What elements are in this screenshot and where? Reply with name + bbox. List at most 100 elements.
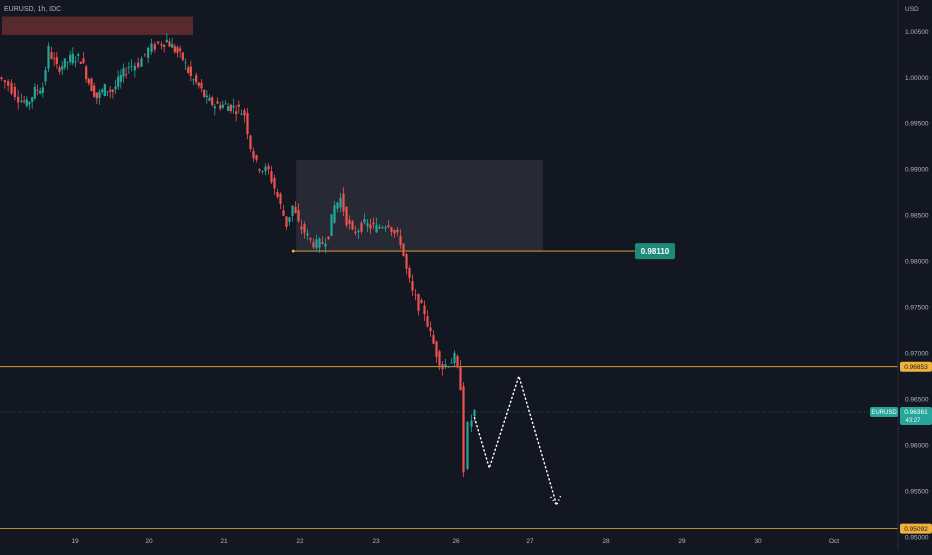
candle[interactable] bbox=[414, 289, 417, 301]
candle[interactable] bbox=[405, 252, 408, 275]
candle[interactable] bbox=[153, 41, 156, 53]
candle[interactable] bbox=[197, 81, 200, 89]
candle[interactable] bbox=[79, 61, 82, 65]
candle[interactable] bbox=[315, 234, 318, 251]
candle[interactable] bbox=[173, 43, 176, 54]
candle[interactable] bbox=[33, 83, 36, 101]
candle[interactable] bbox=[282, 204, 285, 217]
candle[interactable] bbox=[387, 220, 390, 229]
candle[interactable] bbox=[402, 243, 405, 257]
candle[interactable] bbox=[372, 217, 375, 229]
candle[interactable] bbox=[333, 200, 336, 224]
candle[interactable] bbox=[23, 95, 26, 104]
candle[interactable] bbox=[165, 33, 168, 43]
candle[interactable] bbox=[276, 188, 279, 199]
candle[interactable] bbox=[447, 365, 450, 369]
candle[interactable] bbox=[327, 236, 330, 241]
candle[interactable] bbox=[50, 46, 53, 60]
candle[interactable] bbox=[279, 192, 282, 210]
candle[interactable] bbox=[41, 82, 44, 98]
candle[interactable] bbox=[444, 358, 447, 369]
candle[interactable] bbox=[69, 50, 72, 66]
candle[interactable] bbox=[441, 361, 444, 376]
candle[interactable] bbox=[125, 67, 128, 79]
candle[interactable] bbox=[101, 87, 104, 95]
candle[interactable] bbox=[87, 77, 90, 86]
symbol-price-tag[interactable]: EURUSD bbox=[870, 406, 898, 417]
candle[interactable] bbox=[408, 265, 411, 283]
candle[interactable] bbox=[324, 238, 327, 254]
candle[interactable] bbox=[63, 58, 66, 71]
candle[interactable] bbox=[224, 100, 227, 105]
candle[interactable] bbox=[237, 100, 240, 114]
candle[interactable] bbox=[438, 349, 441, 371]
candle[interactable] bbox=[28, 100, 31, 111]
candle[interactable] bbox=[420, 298, 423, 304]
candle[interactable] bbox=[270, 165, 273, 184]
candle[interactable] bbox=[258, 168, 261, 174]
candle[interactable] bbox=[137, 57, 140, 69]
candle[interactable] bbox=[432, 330, 435, 345]
candle[interactable] bbox=[291, 205, 294, 222]
candle[interactable] bbox=[143, 53, 146, 57]
candle[interactable] bbox=[140, 56, 143, 67]
candle[interactable] bbox=[399, 229, 402, 249]
candle[interactable] bbox=[39, 87, 42, 95]
candle[interactable] bbox=[273, 174, 276, 195]
candle[interactable] bbox=[321, 236, 324, 245]
candle[interactable] bbox=[189, 60, 192, 82]
candle[interactable] bbox=[336, 201, 339, 213]
candle[interactable] bbox=[390, 226, 393, 237]
candle[interactable] bbox=[240, 109, 243, 116]
candle[interactable] bbox=[366, 218, 369, 233]
candle[interactable] bbox=[255, 154, 258, 163]
candle[interactable] bbox=[227, 102, 230, 112]
candle[interactable] bbox=[450, 358, 453, 364]
candle[interactable] bbox=[119, 69, 122, 89]
candle[interactable] bbox=[393, 229, 396, 238]
candle[interactable] bbox=[36, 84, 39, 96]
candle[interactable] bbox=[357, 228, 360, 239]
candle[interactable] bbox=[184, 58, 187, 71]
candle[interactable] bbox=[114, 79, 117, 95]
candle[interactable] bbox=[429, 321, 432, 337]
candle[interactable] bbox=[117, 70, 120, 90]
candle[interactable] bbox=[203, 89, 206, 98]
candle[interactable] bbox=[252, 147, 255, 163]
candle[interactable] bbox=[168, 38, 171, 47]
candle[interactable] bbox=[232, 98, 235, 114]
support-price-badge[interactable]: 0.95092 bbox=[900, 523, 932, 534]
candle[interactable] bbox=[466, 420, 469, 471]
candle[interactable] bbox=[160, 41, 163, 50]
candle[interactable] bbox=[384, 225, 387, 232]
candle[interactable] bbox=[61, 61, 64, 76]
candle[interactable] bbox=[187, 65, 190, 74]
candle[interactable] bbox=[0, 76, 3, 81]
candle[interactable] bbox=[147, 46, 150, 64]
candle[interactable] bbox=[354, 225, 357, 236]
candle[interactable] bbox=[318, 237, 321, 253]
candle[interactable] bbox=[85, 64, 88, 83]
candle[interactable] bbox=[330, 214, 333, 237]
candle[interactable] bbox=[93, 82, 96, 98]
candle[interactable] bbox=[300, 219, 303, 235]
candle[interactable] bbox=[453, 350, 456, 367]
candle[interactable] bbox=[285, 216, 288, 231]
entry-price-badge[interactable]: 0.98110 bbox=[635, 243, 675, 260]
candle[interactable] bbox=[122, 63, 125, 83]
candle[interactable] bbox=[229, 104, 232, 114]
candle[interactable] bbox=[345, 206, 348, 228]
candle[interactable] bbox=[58, 65, 61, 75]
candle[interactable] bbox=[71, 47, 74, 66]
candle[interactable] bbox=[3, 79, 6, 89]
candle[interactable] bbox=[423, 300, 426, 321]
candle[interactable] bbox=[109, 85, 112, 99]
candle[interactable] bbox=[195, 72, 198, 85]
candle[interactable] bbox=[181, 51, 184, 62]
candle[interactable] bbox=[297, 203, 300, 223]
candle[interactable] bbox=[303, 221, 306, 239]
candle[interactable] bbox=[360, 220, 363, 235]
candle[interactable] bbox=[294, 201, 297, 214]
candle[interactable] bbox=[309, 237, 312, 243]
